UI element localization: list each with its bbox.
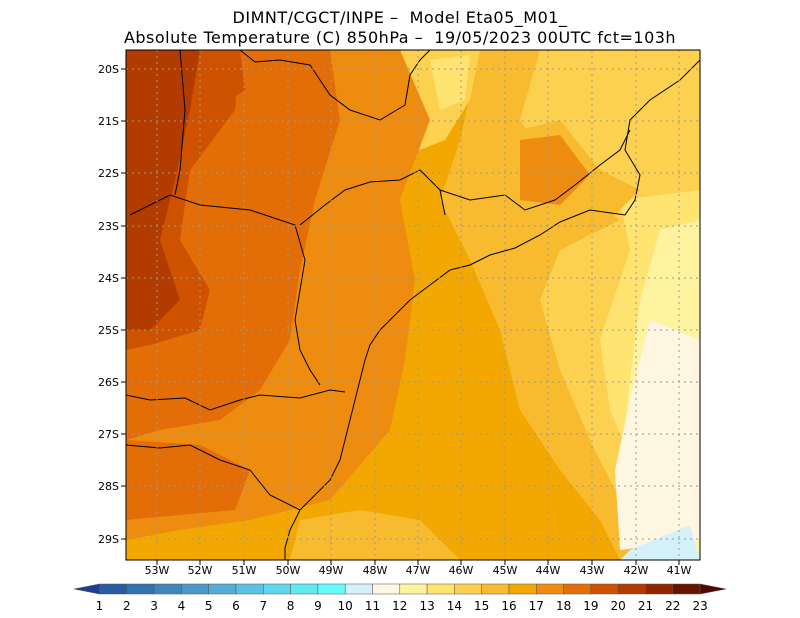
colorbar-label: 5 — [205, 599, 213, 613]
colorbar-label: 3 — [150, 599, 158, 613]
lat-tick-label: 20S — [98, 63, 119, 76]
lat-tick-label: 24S — [98, 272, 119, 285]
colorbar-swatch — [481, 583, 510, 595]
colorbar-label: 8 — [287, 599, 295, 613]
colorbar-swatch — [426, 583, 455, 595]
colorbar-label: 10 — [338, 599, 353, 613]
colorbar-label: 4 — [178, 599, 186, 613]
map-grid — [126, 50, 700, 560]
lat-tick-label: 28S — [98, 480, 119, 493]
colorbar-swatch — [208, 583, 237, 595]
lon-tick-label: 41W — [667, 564, 692, 577]
lon-tick-label: 53W — [145, 564, 170, 577]
lon-tick-label: 52W — [188, 564, 213, 577]
lon-tick-label: 47W — [406, 564, 431, 577]
colorbar-swatch — [617, 583, 646, 595]
lat-tick-label: 23S — [98, 220, 119, 233]
lon-tick-label: 42W — [624, 564, 649, 577]
colorbar-label: 11 — [365, 599, 380, 613]
colorbar-label: 6 — [232, 599, 240, 613]
colorbar-label: 21 — [638, 599, 653, 613]
colorbar-label: 7 — [259, 599, 267, 613]
lat-tick-label: 27S — [98, 428, 119, 441]
colorbar-swatch — [508, 583, 537, 595]
colorbar-swatch — [153, 583, 182, 595]
colorbar-swatch — [235, 583, 264, 595]
colorbar-swatch — [645, 583, 674, 595]
colorbar-swatch — [99, 583, 128, 595]
map-title-line-2: Absolute Temperature (C) 850hPa – 19/05/… — [123, 28, 677, 47]
map-title-line-1: DIMNT/CGCT/INPE – Model Eta05_M01_ — [232, 8, 568, 27]
lon-tick-label: 43W — [580, 564, 605, 577]
coastline-and-borders — [126, 50, 700, 560]
lat-tick-label: 21S — [98, 115, 119, 128]
lon-tick-label: 46W — [449, 564, 474, 577]
lon-tick-label: 48W — [363, 564, 388, 577]
colorbar-swatch — [372, 583, 401, 595]
colorbar-label: 9 — [314, 599, 322, 613]
map-frame — [125, 49, 701, 561]
colorbar-swatch — [263, 583, 291, 595]
colorbar-label: 13 — [419, 599, 434, 613]
color-scale-bar: 1 2 3 4 5 6 7 8 9 10 11 12 13 14 15 16 17 18 19 20 21 22 23 — [73, 583, 727, 613]
colorbar-swatch — [399, 583, 428, 595]
colorbar-label: 22 — [665, 599, 680, 613]
lat-tick-label: 26S — [98, 376, 119, 389]
colorbar-swatch — [126, 583, 155, 595]
colorbar-upper-arrow — [699, 583, 727, 595]
lat-tick-label: 22S — [98, 167, 119, 180]
colorbar-lower-arrow — [73, 583, 100, 595]
colorbar-swatch — [563, 583, 592, 595]
colorbar-label: 2 — [123, 599, 131, 613]
colorbar-label: 23 — [692, 599, 707, 613]
lon-tick-label: 51W — [232, 564, 257, 577]
colorbar-label: 18 — [556, 599, 571, 613]
colorbar-swatch — [290, 583, 319, 595]
axis-tick-marks — [121, 68, 680, 565]
colorbar-swatch — [344, 583, 373, 595]
lat-tick-label: 29S — [98, 533, 119, 546]
colorbar-swatch — [536, 583, 564, 595]
lon-tick-label: 50W — [276, 564, 301, 577]
colorbar-label: 17 — [529, 599, 544, 613]
colorbar-label: 16 — [501, 599, 516, 613]
colorbar-label: 19 — [583, 599, 598, 613]
colorbar-label: 12 — [392, 599, 407, 613]
colorbar-label: 15 — [474, 599, 489, 613]
colorbar-label: 1 — [96, 599, 104, 613]
lon-tick-label: 49W — [319, 564, 344, 577]
colorbar-swatch — [181, 583, 209, 595]
colorbar-label: 20 — [611, 599, 626, 613]
lat-tick-label: 25S — [98, 324, 119, 337]
lon-tick-label: 44W — [536, 564, 561, 577]
colorbar-label: 14 — [447, 599, 462, 613]
colorbar-swatch — [317, 583, 346, 595]
colorbar-swatch — [672, 583, 701, 595]
colorbar-swatch — [590, 583, 619, 595]
lon-tick-label: 45W — [493, 564, 518, 577]
temperature-field — [126, 50, 700, 560]
colorbar-swatch — [454, 583, 482, 595]
